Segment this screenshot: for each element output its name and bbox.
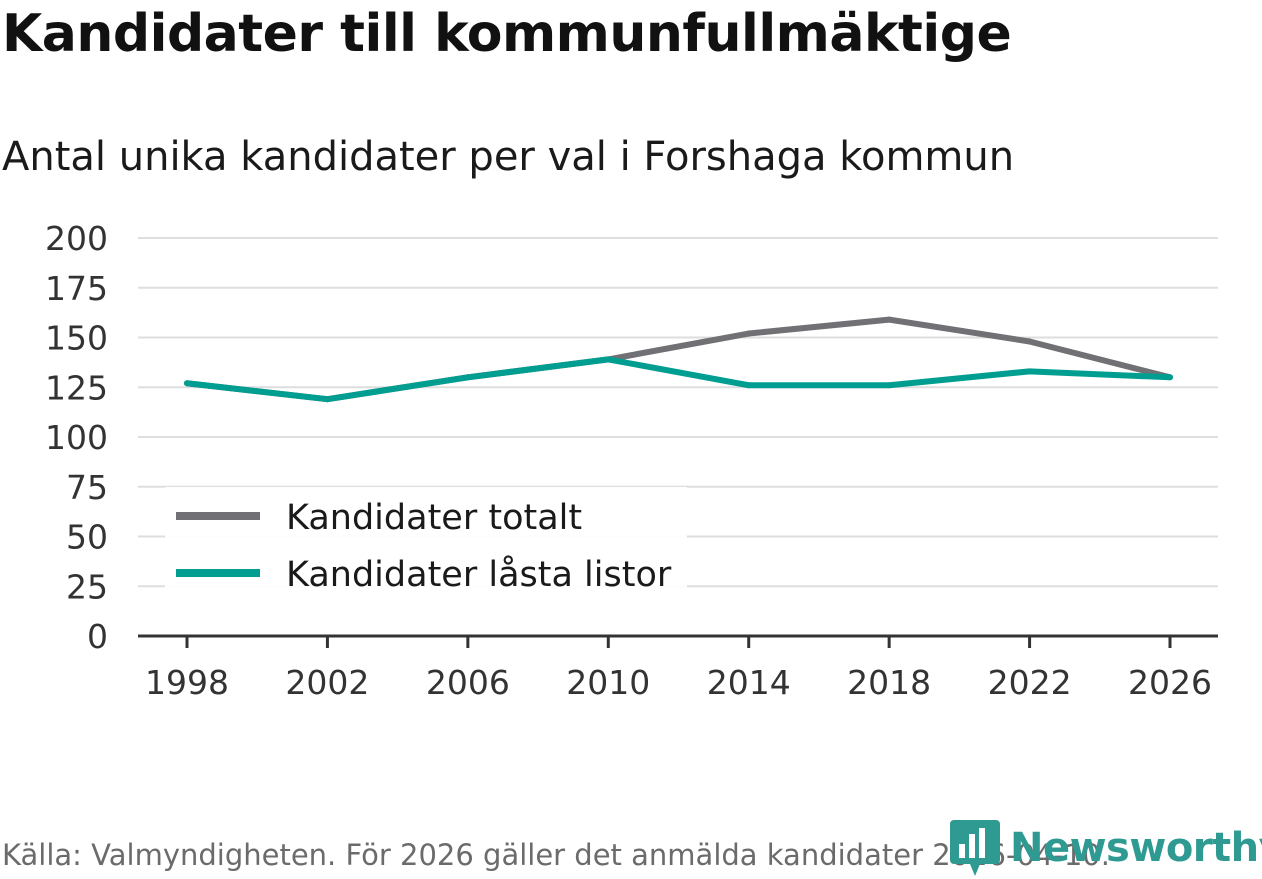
y-axis-ticks: 0 25 50 75 100 125 150 175 200 <box>45 219 108 656</box>
x-tick-label: 2018 <box>847 663 931 702</box>
y-tick-label: 150 <box>45 319 108 358</box>
y-tick-label: 125 <box>45 368 108 407</box>
series-lines <box>184 316 1173 403</box>
y-tick-label: 175 <box>45 269 108 308</box>
data-point-locked <box>1026 368 1033 375</box>
x-tick-label: 2014 <box>707 663 791 702</box>
y-tick-label: 0 <box>87 617 108 656</box>
y-tick-label: 100 <box>45 418 108 457</box>
data-point-locked <box>745 382 752 389</box>
series-line-locked <box>186 356 1171 403</box>
y-tick-label: 50 <box>66 518 108 557</box>
data-point-total <box>886 316 893 323</box>
y-tick-label: 25 <box>66 567 108 606</box>
x-tick-label: 2026 <box>1128 663 1212 702</box>
data-point-locked <box>1167 374 1173 381</box>
brand-name: Newsworthy <box>1010 825 1262 871</box>
grid-lines <box>138 237 1218 588</box>
chart-title: Kandidater till kommunfullmäktige <box>2 4 1012 64</box>
legend-background <box>165 487 687 599</box>
data-point-total <box>745 330 752 337</box>
data-point-total <box>1026 338 1033 345</box>
y-tick-label: 75 <box>66 468 108 507</box>
chart-subtitle: Antal unika kandidater per val i Forshag… <box>2 134 1015 180</box>
x-tick-label: 2006 <box>426 663 510 702</box>
x-tick-label: 1998 <box>145 663 229 702</box>
legend: Kandidater totalt Kandidater låsta listor <box>165 487 687 599</box>
newsworthy-logo-icon <box>950 820 1000 876</box>
newsworthy-brand[interactable]: Newsworthy <box>950 818 1262 878</box>
legend-label-locked[interactable]: Kandidater låsta listor <box>286 554 672 595</box>
legend-label-total[interactable]: Kandidater totalt <box>286 498 582 538</box>
x-axis-ticks: 1998 2002 2006 2010 2014 2018 2022 2026 <box>138 634 1218 702</box>
data-point-locked <box>464 374 471 381</box>
y-tick-label: 200 <box>45 219 108 258</box>
x-tick-label: 2002 <box>285 663 369 702</box>
x-tick-label: 2010 <box>566 663 650 702</box>
data-point-locked <box>324 396 331 403</box>
source-note: Källa: Valmyndigheten. För 2026 gäller d… <box>2 838 1110 872</box>
data-point-locked <box>605 356 612 363</box>
x-tick-label: 2022 <box>988 663 1072 702</box>
data-point-locked <box>184 380 190 387</box>
data-point-locked <box>886 382 893 389</box>
